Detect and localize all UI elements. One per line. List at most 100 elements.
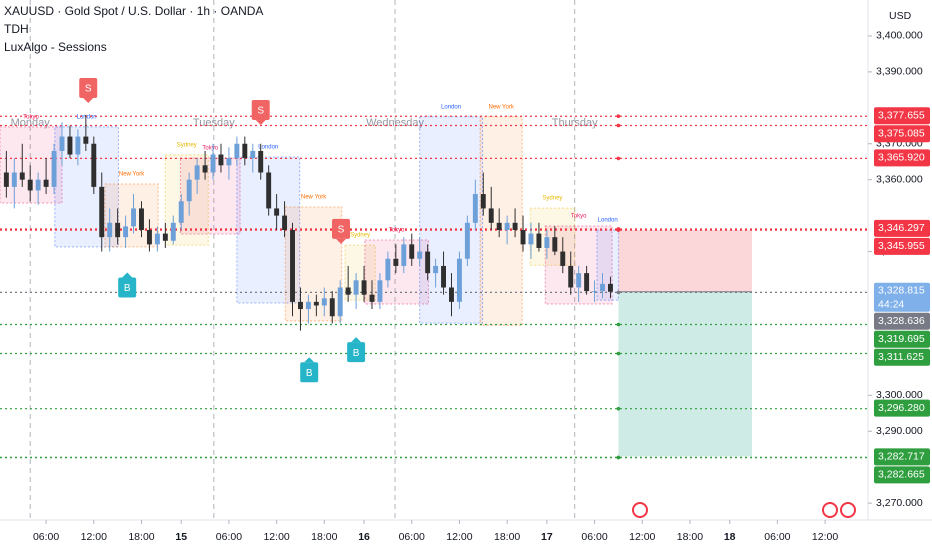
x-tick-label: 06:00 bbox=[33, 531, 59, 543]
level-dot bbox=[616, 455, 621, 460]
candle-body bbox=[544, 237, 550, 248]
candle-body bbox=[600, 283, 605, 292]
candle-body bbox=[313, 301, 319, 306]
candle-body bbox=[186, 179, 192, 202]
candle-body bbox=[353, 280, 359, 295]
candle-body bbox=[520, 229, 526, 245]
candle-body bbox=[210, 154, 216, 173]
x-tick-label: 06:00 bbox=[216, 531, 242, 543]
level-label: 3,365.920 bbox=[878, 152, 925, 164]
candle-body bbox=[242, 143, 248, 159]
signal-label: S bbox=[85, 84, 92, 95]
candle-body bbox=[202, 165, 208, 173]
signal-marker bbox=[79, 78, 98, 99]
x-tick-label: 12:00 bbox=[812, 531, 838, 543]
signal-label: S bbox=[338, 225, 345, 236]
candle-body bbox=[91, 143, 97, 187]
candle-body bbox=[139, 208, 144, 230]
signal-marker bbox=[118, 277, 137, 298]
indicator-name: LuxAlgo - Sessions bbox=[4, 40, 107, 54]
candle-body bbox=[290, 229, 295, 302]
x-tick-label: 18 bbox=[724, 531, 736, 543]
level-dot bbox=[616, 406, 621, 411]
level-dot bbox=[616, 351, 621, 356]
price-label-bg bbox=[874, 330, 930, 348]
level-label: 3,296.280 bbox=[878, 402, 925, 414]
price-label-bg bbox=[874, 312, 930, 330]
session-label: Tokyo bbox=[202, 146, 218, 152]
y-tick-label: 3,360.000 bbox=[876, 173, 923, 185]
candle-body bbox=[131, 208, 137, 227]
candle-body bbox=[385, 258, 391, 281]
candle-body bbox=[472, 194, 478, 223]
session-label: London bbox=[598, 218, 618, 224]
price-label-bg bbox=[874, 448, 930, 466]
session-box bbox=[364, 239, 429, 305]
x-tick-label: 18:00 bbox=[677, 531, 703, 543]
candle-body bbox=[162, 233, 168, 241]
signal-marker bbox=[332, 218, 350, 239]
candle-body bbox=[123, 226, 129, 238]
event-flags bbox=[632, 502, 856, 518]
signal-pointer bbox=[255, 119, 266, 125]
level-dot bbox=[616, 322, 621, 327]
session-label: Tokyo bbox=[571, 214, 587, 220]
candle-body bbox=[345, 287, 351, 295]
candle-body bbox=[584, 273, 590, 292]
target-zone bbox=[618, 291, 752, 457]
candle-body bbox=[560, 251, 566, 266]
x-tick-label: 06:00 bbox=[399, 531, 425, 543]
candle-body bbox=[51, 150, 57, 187]
candle-body bbox=[35, 179, 41, 191]
candle-body bbox=[329, 298, 335, 317]
day-label: Wednesday bbox=[366, 117, 424, 129]
session-box bbox=[236, 156, 301, 304]
indicator-name: TDH bbox=[4, 22, 29, 36]
price-label-bg bbox=[874, 348, 930, 366]
candle-body bbox=[401, 244, 407, 266]
level-dot bbox=[616, 123, 621, 128]
candle-body bbox=[226, 158, 232, 166]
candle-body bbox=[234, 143, 240, 159]
candle-body bbox=[441, 265, 447, 288]
candle-body bbox=[480, 194, 486, 209]
candle-body bbox=[369, 294, 375, 302]
price-label-bg bbox=[874, 466, 930, 484]
signal-label: S bbox=[257, 106, 264, 117]
candle-body bbox=[194, 165, 200, 180]
level-label: 3,319.695 bbox=[878, 333, 925, 345]
candle-body bbox=[43, 179, 49, 187]
candle-body bbox=[425, 251, 431, 274]
signal-pointer bbox=[336, 238, 346, 244]
candle-body bbox=[607, 283, 613, 292]
candle-body bbox=[568, 265, 574, 288]
x-tick-label: 12:00 bbox=[446, 531, 472, 543]
signal-marker bbox=[251, 99, 270, 120]
session-label: Sydney bbox=[350, 233, 370, 239]
session-label: London bbox=[258, 145, 278, 151]
candle-body bbox=[83, 136, 89, 144]
x-tick-label: 12:00 bbox=[81, 531, 107, 543]
signal-pointer bbox=[351, 337, 362, 343]
day-label: Thursday bbox=[552, 117, 598, 129]
candle-body bbox=[178, 201, 184, 223]
session-label: London bbox=[441, 104, 461, 110]
price-label-bg bbox=[874, 219, 930, 237]
signal-marker bbox=[347, 342, 366, 363]
candle-body bbox=[274, 208, 280, 216]
level-label: 3,282.665 bbox=[878, 469, 925, 481]
candle-body bbox=[107, 222, 113, 238]
x-tick-label: 18:00 bbox=[128, 531, 154, 543]
candle-body bbox=[528, 233, 534, 245]
candle-body bbox=[377, 280, 383, 302]
y-tick-label: 3,390.000 bbox=[876, 66, 923, 78]
x-tick-label: 12:00 bbox=[629, 531, 655, 543]
price-label-bg bbox=[874, 237, 930, 255]
countdown-label: 44:24 bbox=[878, 299, 904, 311]
candle-body bbox=[170, 222, 176, 241]
x-tick-label: 12:00 bbox=[263, 531, 289, 543]
y-tick-label: 3,270.000 bbox=[876, 497, 923, 509]
chart-title: XAUUSD · Gold Spot / U.S. Dollar · 1h · … bbox=[4, 4, 263, 18]
x-tick-label: 06:00 bbox=[764, 531, 790, 543]
day-label: Tuesday bbox=[193, 117, 235, 129]
